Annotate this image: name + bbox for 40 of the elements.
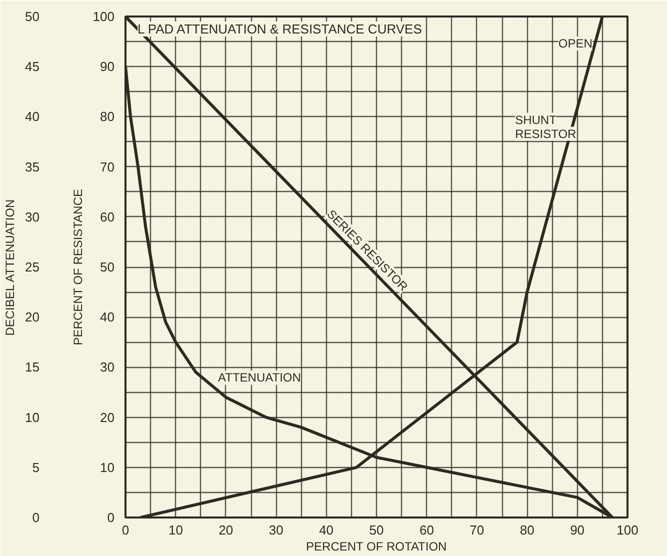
y2-tick-label: 45 [25,59,40,74]
y2-tick-label: 50 [25,9,40,24]
y-tick-label: 60 [100,209,115,224]
x-tick-label: 20 [218,522,234,538]
y-tick-label: 0 [107,510,115,525]
y-tick-label: 80 [100,109,115,124]
x-tick-label: 30 [268,522,284,538]
y2-tick-label: 30 [25,209,40,224]
y2-tick-label: 40 [25,109,40,124]
y2-tick-label: 25 [25,260,40,274]
x-tick-label: 60 [419,522,434,538]
y2-tick-label: 20 [25,310,40,325]
y-tick-label: 50 [100,260,115,274]
y-tick-label: 10 [100,460,115,475]
y2-tick-label: 5 [32,460,40,475]
x-tick-label: 90 [570,522,585,538]
y-axis-title: PERCENT OF RESISTANCE [70,188,85,346]
x-tick-label: 100 [616,522,638,538]
y-tick-label: 90 [100,59,115,74]
x-tick-label: 0 [122,522,130,538]
y2-tick-label: 35 [25,159,40,174]
y2-tick-label: 10 [25,410,40,425]
x-tick-label: 40 [319,522,334,538]
series-label: SHUNT RESISTOR [515,112,577,141]
x-tick-label: 80 [520,522,534,538]
y-tick-label: 30 [100,360,115,375]
y2-axis-title: DECIBEL ATTENUATION [3,199,18,336]
y2-tick-label: 15 [25,360,40,375]
chart-title: L PAD ATTENUATION & RESISTANCE CURVES [138,22,422,36]
y-tick-label: 20 [100,410,115,425]
x-tick-label: 50 [369,522,384,538]
x-axis-title: PERCENT OF ROTATION [306,540,447,554]
y2-tick-label: 0 [32,510,40,525]
y-tick-label: 70 [100,159,115,174]
x-tick-label: 10 [168,522,183,538]
x-tick-label: 70 [470,522,484,538]
y-tick-label: 40 [100,310,115,325]
series-label: ATTENUATION [218,370,301,385]
annotation: OPEN [558,36,592,50]
y-tick-label: 100 [92,9,115,24]
